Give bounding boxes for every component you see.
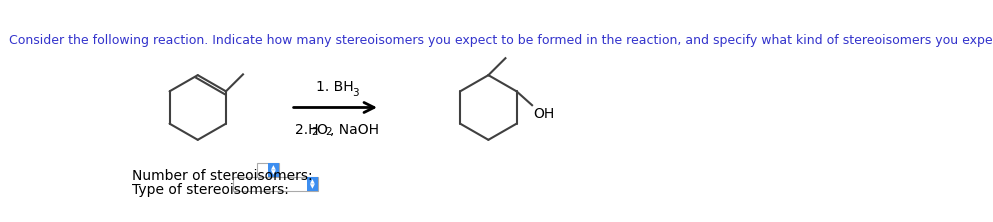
Bar bbox=[268, 163, 279, 177]
Text: 2.H: 2.H bbox=[295, 123, 318, 137]
Text: Type of stereoisomers:: Type of stereoisomers: bbox=[132, 183, 289, 197]
Text: Consider the following reaction. Indicate how many stereoisomers you expect to b: Consider the following reaction. Indicat… bbox=[9, 34, 993, 47]
Text: 2: 2 bbox=[326, 127, 333, 137]
Bar bbox=[232, 177, 318, 191]
Text: , NaOH: , NaOH bbox=[331, 123, 379, 137]
Text: 1. BH: 1. BH bbox=[316, 80, 354, 94]
Text: ▼: ▼ bbox=[310, 184, 315, 189]
Text: O: O bbox=[317, 123, 328, 137]
Bar bbox=[257, 163, 279, 177]
Text: OH: OH bbox=[533, 107, 555, 121]
Text: 3: 3 bbox=[352, 88, 358, 98]
Bar bbox=[307, 177, 318, 191]
Text: Number of stereoisomers:: Number of stereoisomers: bbox=[132, 169, 313, 183]
Text: ▲: ▲ bbox=[310, 179, 315, 184]
Text: ▼: ▼ bbox=[271, 170, 276, 175]
Text: 2: 2 bbox=[312, 127, 319, 137]
Text: ▲: ▲ bbox=[271, 165, 276, 170]
